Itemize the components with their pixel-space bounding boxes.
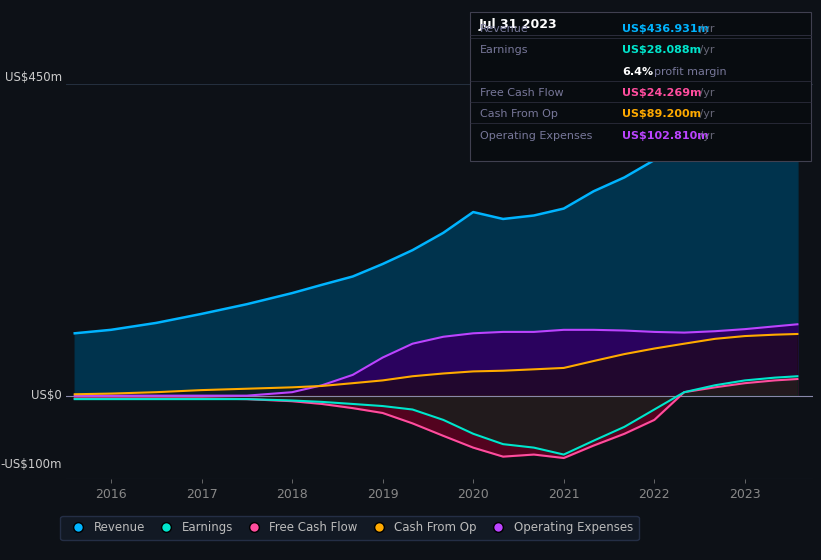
Text: /yr: /yr (696, 109, 715, 119)
Text: /yr: /yr (696, 45, 715, 55)
Text: Free Cash Flow: Free Cash Flow (480, 88, 564, 98)
Text: US$28.088m: US$28.088m (622, 45, 701, 55)
Text: US$450m: US$450m (5, 71, 62, 84)
Text: US$102.810m: US$102.810m (622, 130, 709, 141)
Text: -US$100m: -US$100m (1, 459, 62, 472)
Text: /yr: /yr (696, 88, 715, 98)
Text: US$436.931m: US$436.931m (622, 24, 709, 34)
Text: /yr: /yr (696, 24, 715, 34)
Text: /yr: /yr (696, 130, 715, 141)
Text: US$89.200m: US$89.200m (622, 109, 701, 119)
Text: Revenue: Revenue (480, 24, 529, 34)
Text: US$0: US$0 (31, 389, 62, 402)
Text: profit margin: profit margin (654, 67, 726, 77)
Text: Earnings: Earnings (480, 45, 529, 55)
Text: US$24.269m: US$24.269m (622, 88, 702, 98)
Text: Jul 31 2023: Jul 31 2023 (479, 18, 557, 31)
Text: Operating Expenses: Operating Expenses (480, 130, 593, 141)
Text: Cash From Op: Cash From Op (480, 109, 558, 119)
Text: 6.4%: 6.4% (622, 67, 654, 77)
Legend: Revenue, Earnings, Free Cash Flow, Cash From Op, Operating Expenses: Revenue, Earnings, Free Cash Flow, Cash … (61, 516, 639, 540)
